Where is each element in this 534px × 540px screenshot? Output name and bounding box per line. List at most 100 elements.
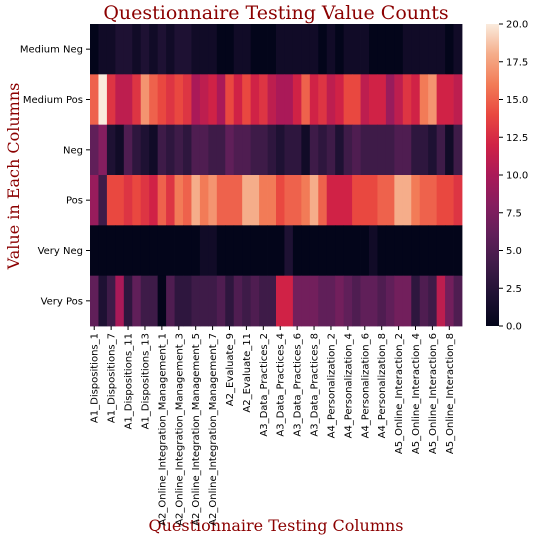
heatmap-cell xyxy=(385,124,395,176)
heatmap-cells xyxy=(90,24,463,327)
heatmap-cell xyxy=(90,175,99,226)
heatmap-cell xyxy=(123,124,133,176)
heatmap-cell xyxy=(377,275,387,327)
heatmap-cell xyxy=(394,225,404,277)
heatmap-cell xyxy=(326,225,336,277)
heatmap-cell xyxy=(453,175,463,226)
heatmap-cell xyxy=(199,24,209,75)
heatmap-cell xyxy=(149,124,159,176)
heatmap-cell xyxy=(242,74,252,126)
heatmap-cell xyxy=(385,24,395,75)
heatmap-cell xyxy=(106,225,116,277)
heatmap-cell xyxy=(149,175,159,226)
heatmap-cell xyxy=(419,74,429,126)
heatmap-cell xyxy=(436,124,446,176)
heatmap-cell xyxy=(106,175,116,226)
heatmap-cell xyxy=(284,124,294,176)
heatmap-cell xyxy=(445,225,454,277)
heatmap-cell xyxy=(318,124,328,176)
heatmap-cell xyxy=(394,124,404,176)
heatmap-cell xyxy=(402,275,412,327)
y-tick-label: Medium Neg xyxy=(20,45,83,56)
heatmap-cell xyxy=(216,175,226,226)
y-axis-label: Value in Each Columns xyxy=(4,83,23,271)
heatmap-cell xyxy=(174,175,184,226)
heatmap-cell xyxy=(360,124,370,176)
heatmap-cell xyxy=(343,74,353,126)
heatmap-cell xyxy=(233,225,243,277)
heatmap-cell xyxy=(385,175,395,226)
heatmap-cell xyxy=(352,74,361,126)
heatmap-cell xyxy=(90,124,99,176)
heatmap-cell xyxy=(140,74,150,126)
heatmap-cell xyxy=(369,175,378,226)
heatmap-cell xyxy=(149,74,159,126)
heatmap-cell xyxy=(267,24,277,75)
heatmap-cell xyxy=(394,74,404,126)
heatmap-cell xyxy=(377,24,387,75)
heatmap-cell xyxy=(166,24,175,75)
heatmap-cell xyxy=(436,175,446,226)
heatmap-cell xyxy=(326,24,336,75)
heatmap-cell xyxy=(385,74,395,126)
heatmap-cell xyxy=(132,74,142,126)
heatmap-cell xyxy=(352,225,361,277)
heatmap-cell xyxy=(242,24,252,75)
heatmap-cell xyxy=(225,74,235,126)
x-tick-label: A2_Online_Integration_Management_5 xyxy=(191,333,202,526)
heatmap-cell xyxy=(402,124,412,176)
chart-title: Questionnaire Testing Value Counts xyxy=(103,2,448,24)
heatmap-cell xyxy=(208,124,218,176)
colorbar-tick-label: 0.0 xyxy=(506,322,522,333)
heatmap-cell xyxy=(106,74,116,126)
heatmap-cell xyxy=(436,275,446,327)
heatmap-cell xyxy=(267,275,277,327)
heatmap-cell xyxy=(242,225,252,277)
heatmap-cell xyxy=(166,124,175,176)
heatmap-cell xyxy=(377,225,387,277)
heatmap-cell xyxy=(166,175,175,226)
heatmap-cell xyxy=(267,225,277,277)
heatmap-cell xyxy=(132,225,142,277)
heatmap-cell xyxy=(301,225,311,277)
heatmap-cell xyxy=(318,275,328,327)
heatmap-cell xyxy=(90,275,99,327)
heatmap-cell xyxy=(115,225,125,277)
colorbar-tick-label: 5.0 xyxy=(506,246,522,257)
heatmap-cell xyxy=(301,124,311,176)
heatmap-cell xyxy=(343,124,353,176)
heatmap-cell xyxy=(259,24,268,75)
heatmap-cell xyxy=(419,175,429,226)
colorbar-tick-label: 7.5 xyxy=(506,208,522,219)
heatmap-cell xyxy=(199,74,209,126)
heatmap-cell xyxy=(276,24,285,75)
heatmap-cell xyxy=(191,24,201,75)
colorbar-tick-label: 2.5 xyxy=(506,284,522,295)
heatmap-cell xyxy=(335,175,345,226)
heatmap-cell xyxy=(140,124,150,176)
heatmap-cell xyxy=(309,175,319,226)
x-tick-label: A2_Online_Integration_Management_1 xyxy=(157,333,168,526)
heatmap-cell xyxy=(318,225,328,277)
heatmap-cell xyxy=(115,124,125,176)
heatmap-cell xyxy=(174,275,184,327)
x-tick-label: A1_Dispositions_7 xyxy=(107,333,118,423)
heatmap-cell xyxy=(309,124,319,176)
x-tick-label: A1_Dispositions_1 xyxy=(90,333,101,423)
heatmap-cell xyxy=(352,124,361,176)
heatmap-cell xyxy=(140,175,150,226)
heatmap-cell xyxy=(259,275,268,327)
heatmap-cell xyxy=(326,275,336,327)
heatmap-cell xyxy=(225,275,235,327)
heatmap-cell xyxy=(352,24,361,75)
heatmap-cell xyxy=(123,175,133,226)
x-tick-label: A4_Personalization_2 xyxy=(326,333,337,438)
x-tick-label: A3_Data_Practices_4 xyxy=(276,333,287,437)
heatmap-cell xyxy=(453,225,463,277)
heatmap-cell xyxy=(233,275,243,327)
x-tick-label: A5_Online_Interaction_4 xyxy=(411,333,422,454)
heatmap-cell xyxy=(276,74,285,126)
y-tick-label: Very Pos xyxy=(41,296,83,307)
x-tick-label: A3_Data_Practices_8 xyxy=(310,333,321,437)
heatmap-cell xyxy=(419,24,429,75)
